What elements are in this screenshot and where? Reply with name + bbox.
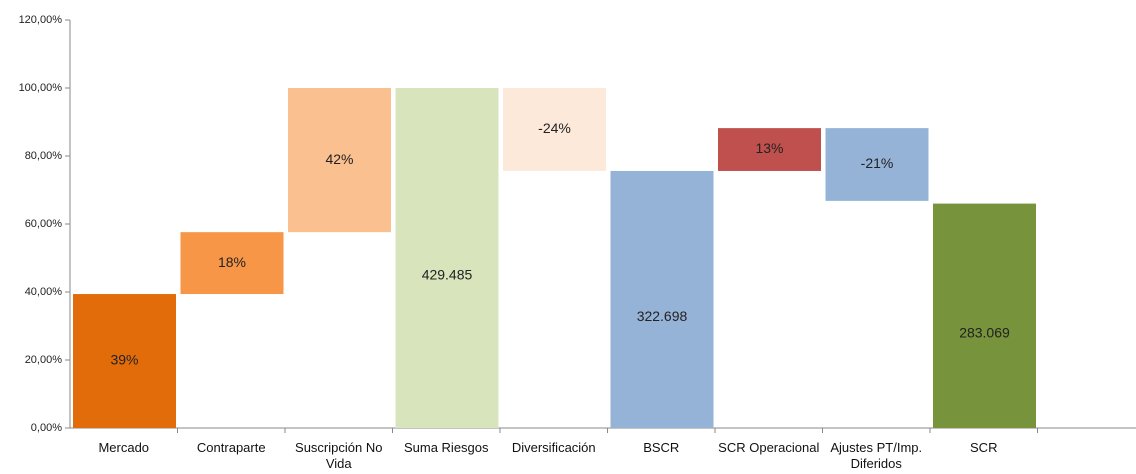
bar — [933, 203, 1036, 428]
x-tick-label: BSCR — [643, 440, 680, 455]
data-label: 18% — [218, 254, 246, 270]
bar — [825, 128, 929, 201]
bar — [288, 88, 391, 233]
y-tick-label: 60,00% — [25, 218, 63, 230]
bar — [610, 170, 714, 428]
y-tick-label: 20,00% — [25, 354, 63, 366]
x-tick-label: Suscripción No Vida — [295, 440, 383, 471]
bar — [395, 88, 499, 428]
x-tick-label: Diversificación — [511, 440, 596, 455]
x-tick-label: Ajustes PT/Imp. Diferidos — [830, 440, 923, 471]
data-label: 42% — [325, 151, 353, 167]
bar — [503, 88, 606, 171]
x-tick-label: SCR Operacional — [718, 440, 820, 455]
x-tick-label: Mercado — [98, 440, 150, 455]
y-tick-label: 40,00% — [25, 286, 63, 298]
data-label: 283.069 — [959, 325, 1010, 341]
y-tick-label: 100,00% — [19, 82, 63, 94]
y-tick-label: 80,00% — [25, 150, 63, 162]
bar — [180, 232, 284, 295]
bar — [718, 128, 821, 171]
x-tick-label: Contraparte — [196, 440, 266, 455]
x-tick-label: Suma Riesgos — [403, 440, 489, 455]
data-label: -21% — [861, 155, 894, 171]
bar — [73, 294, 176, 428]
data-label: 39% — [110, 352, 138, 368]
data-label: 429.485 — [422, 267, 473, 283]
x-tick-label: SCR — [970, 440, 998, 455]
data-label: -24% — [538, 120, 571, 136]
y-tick-label: 0,00% — [31, 422, 62, 434]
data-label: 322.698 — [637, 308, 688, 324]
y-tick-label: 120,00% — [19, 14, 63, 26]
data-label: 13% — [755, 140, 783, 156]
